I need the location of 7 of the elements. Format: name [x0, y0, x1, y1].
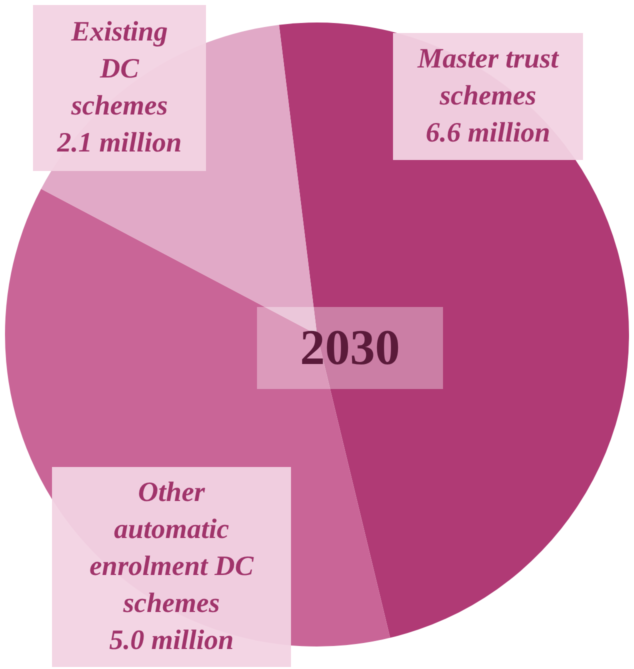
slice-label: Existing DC schemes [70, 16, 168, 122]
data-label: 2.1 million [56, 128, 182, 158]
data-label: 5.0 million [109, 625, 234, 656]
data-label: 6.6 million [426, 118, 550, 148]
slice-label: Other automatic enrolment DC schemes [89, 477, 254, 619]
slice-label: Master trust schemes [416, 44, 560, 112]
text: 2030 [300, 319, 400, 375]
